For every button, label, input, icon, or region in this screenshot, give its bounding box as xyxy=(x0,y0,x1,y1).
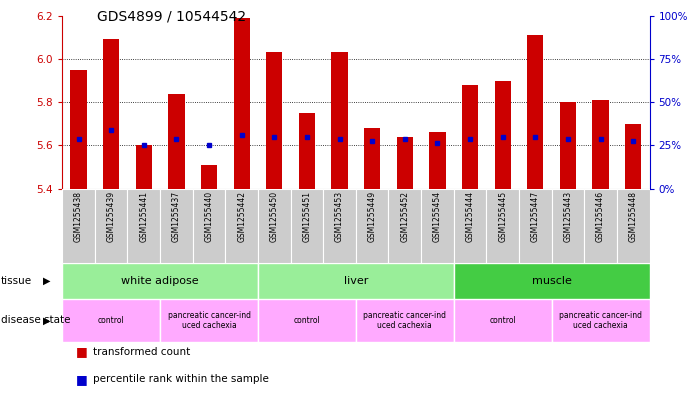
Bar xyxy=(551,299,650,342)
Bar xyxy=(397,137,413,189)
Text: GSM1255439: GSM1255439 xyxy=(106,191,115,242)
Text: pancreatic cancer-ind
uced cachexia: pancreatic cancer-ind uced cachexia xyxy=(363,310,446,330)
Bar xyxy=(364,128,380,189)
Bar xyxy=(258,299,356,342)
Bar xyxy=(527,35,544,189)
Text: disease state: disease state xyxy=(1,315,70,325)
Bar xyxy=(454,189,486,263)
Text: control: control xyxy=(97,316,124,325)
Bar xyxy=(95,189,127,263)
Text: GSM1255442: GSM1255442 xyxy=(237,191,246,242)
Text: liver: liver xyxy=(343,276,368,286)
Bar xyxy=(127,189,160,263)
Text: pancreatic cancer-ind
uced cachexia: pancreatic cancer-ind uced cachexia xyxy=(167,310,251,330)
Bar xyxy=(258,263,454,299)
Text: GSM1255438: GSM1255438 xyxy=(74,191,83,242)
Bar xyxy=(421,189,454,263)
Bar xyxy=(486,189,519,263)
Bar xyxy=(454,299,551,342)
Text: control: control xyxy=(294,316,321,325)
Text: GSM1255443: GSM1255443 xyxy=(563,191,572,242)
Text: ▶: ▶ xyxy=(43,276,50,286)
Text: white adipose: white adipose xyxy=(121,276,199,286)
Bar xyxy=(560,102,576,189)
Bar xyxy=(225,189,258,263)
Text: muscle: muscle xyxy=(531,276,571,286)
Text: GSM1255452: GSM1255452 xyxy=(400,191,409,242)
Text: transformed count: transformed count xyxy=(93,347,191,357)
Bar xyxy=(429,132,446,189)
Bar xyxy=(356,299,454,342)
Bar xyxy=(592,100,609,189)
Text: GSM1255448: GSM1255448 xyxy=(629,191,638,242)
Bar xyxy=(462,85,478,189)
Text: GSM1255440: GSM1255440 xyxy=(205,191,214,242)
Text: GSM1255447: GSM1255447 xyxy=(531,191,540,242)
Text: control: control xyxy=(489,316,516,325)
Bar xyxy=(258,189,291,263)
Text: GSM1255437: GSM1255437 xyxy=(172,191,181,242)
Text: ▶: ▶ xyxy=(43,315,50,325)
Text: GSM1255450: GSM1255450 xyxy=(269,191,278,242)
Bar xyxy=(135,145,152,189)
Bar xyxy=(454,263,650,299)
Bar xyxy=(234,18,250,189)
Bar xyxy=(323,189,356,263)
Bar xyxy=(201,165,217,189)
Text: GSM1255453: GSM1255453 xyxy=(335,191,344,242)
Text: GSM1255441: GSM1255441 xyxy=(140,191,149,242)
Bar xyxy=(585,189,617,263)
Text: pancreatic cancer-ind
uced cachexia: pancreatic cancer-ind uced cachexia xyxy=(559,310,642,330)
Text: GSM1255445: GSM1255445 xyxy=(498,191,507,242)
Bar xyxy=(332,52,348,189)
Text: GSM1255451: GSM1255451 xyxy=(303,191,312,242)
Text: GSM1255454: GSM1255454 xyxy=(433,191,442,242)
Bar xyxy=(160,189,193,263)
Bar xyxy=(551,189,585,263)
Text: GDS4899 / 10544542: GDS4899 / 10544542 xyxy=(97,10,246,24)
Text: GSM1255449: GSM1255449 xyxy=(368,191,377,242)
Bar xyxy=(495,81,511,189)
Text: tissue: tissue xyxy=(1,276,32,286)
Bar xyxy=(70,70,86,189)
Bar xyxy=(388,189,421,263)
Bar xyxy=(299,113,315,189)
Bar xyxy=(103,40,120,189)
Bar xyxy=(291,189,323,263)
Bar xyxy=(356,189,388,263)
Bar xyxy=(617,189,650,263)
Bar xyxy=(160,299,258,342)
Text: GSM1255446: GSM1255446 xyxy=(596,191,605,242)
Bar xyxy=(625,124,641,189)
Text: ■: ■ xyxy=(76,373,88,386)
Text: GSM1255444: GSM1255444 xyxy=(466,191,475,242)
Bar xyxy=(519,189,551,263)
Bar xyxy=(62,189,95,263)
Bar xyxy=(62,299,160,342)
Text: ■: ■ xyxy=(76,345,88,358)
Bar xyxy=(266,52,283,189)
Bar xyxy=(193,189,225,263)
Text: percentile rank within the sample: percentile rank within the sample xyxy=(93,374,269,384)
Bar xyxy=(168,94,184,189)
Bar xyxy=(62,263,258,299)
